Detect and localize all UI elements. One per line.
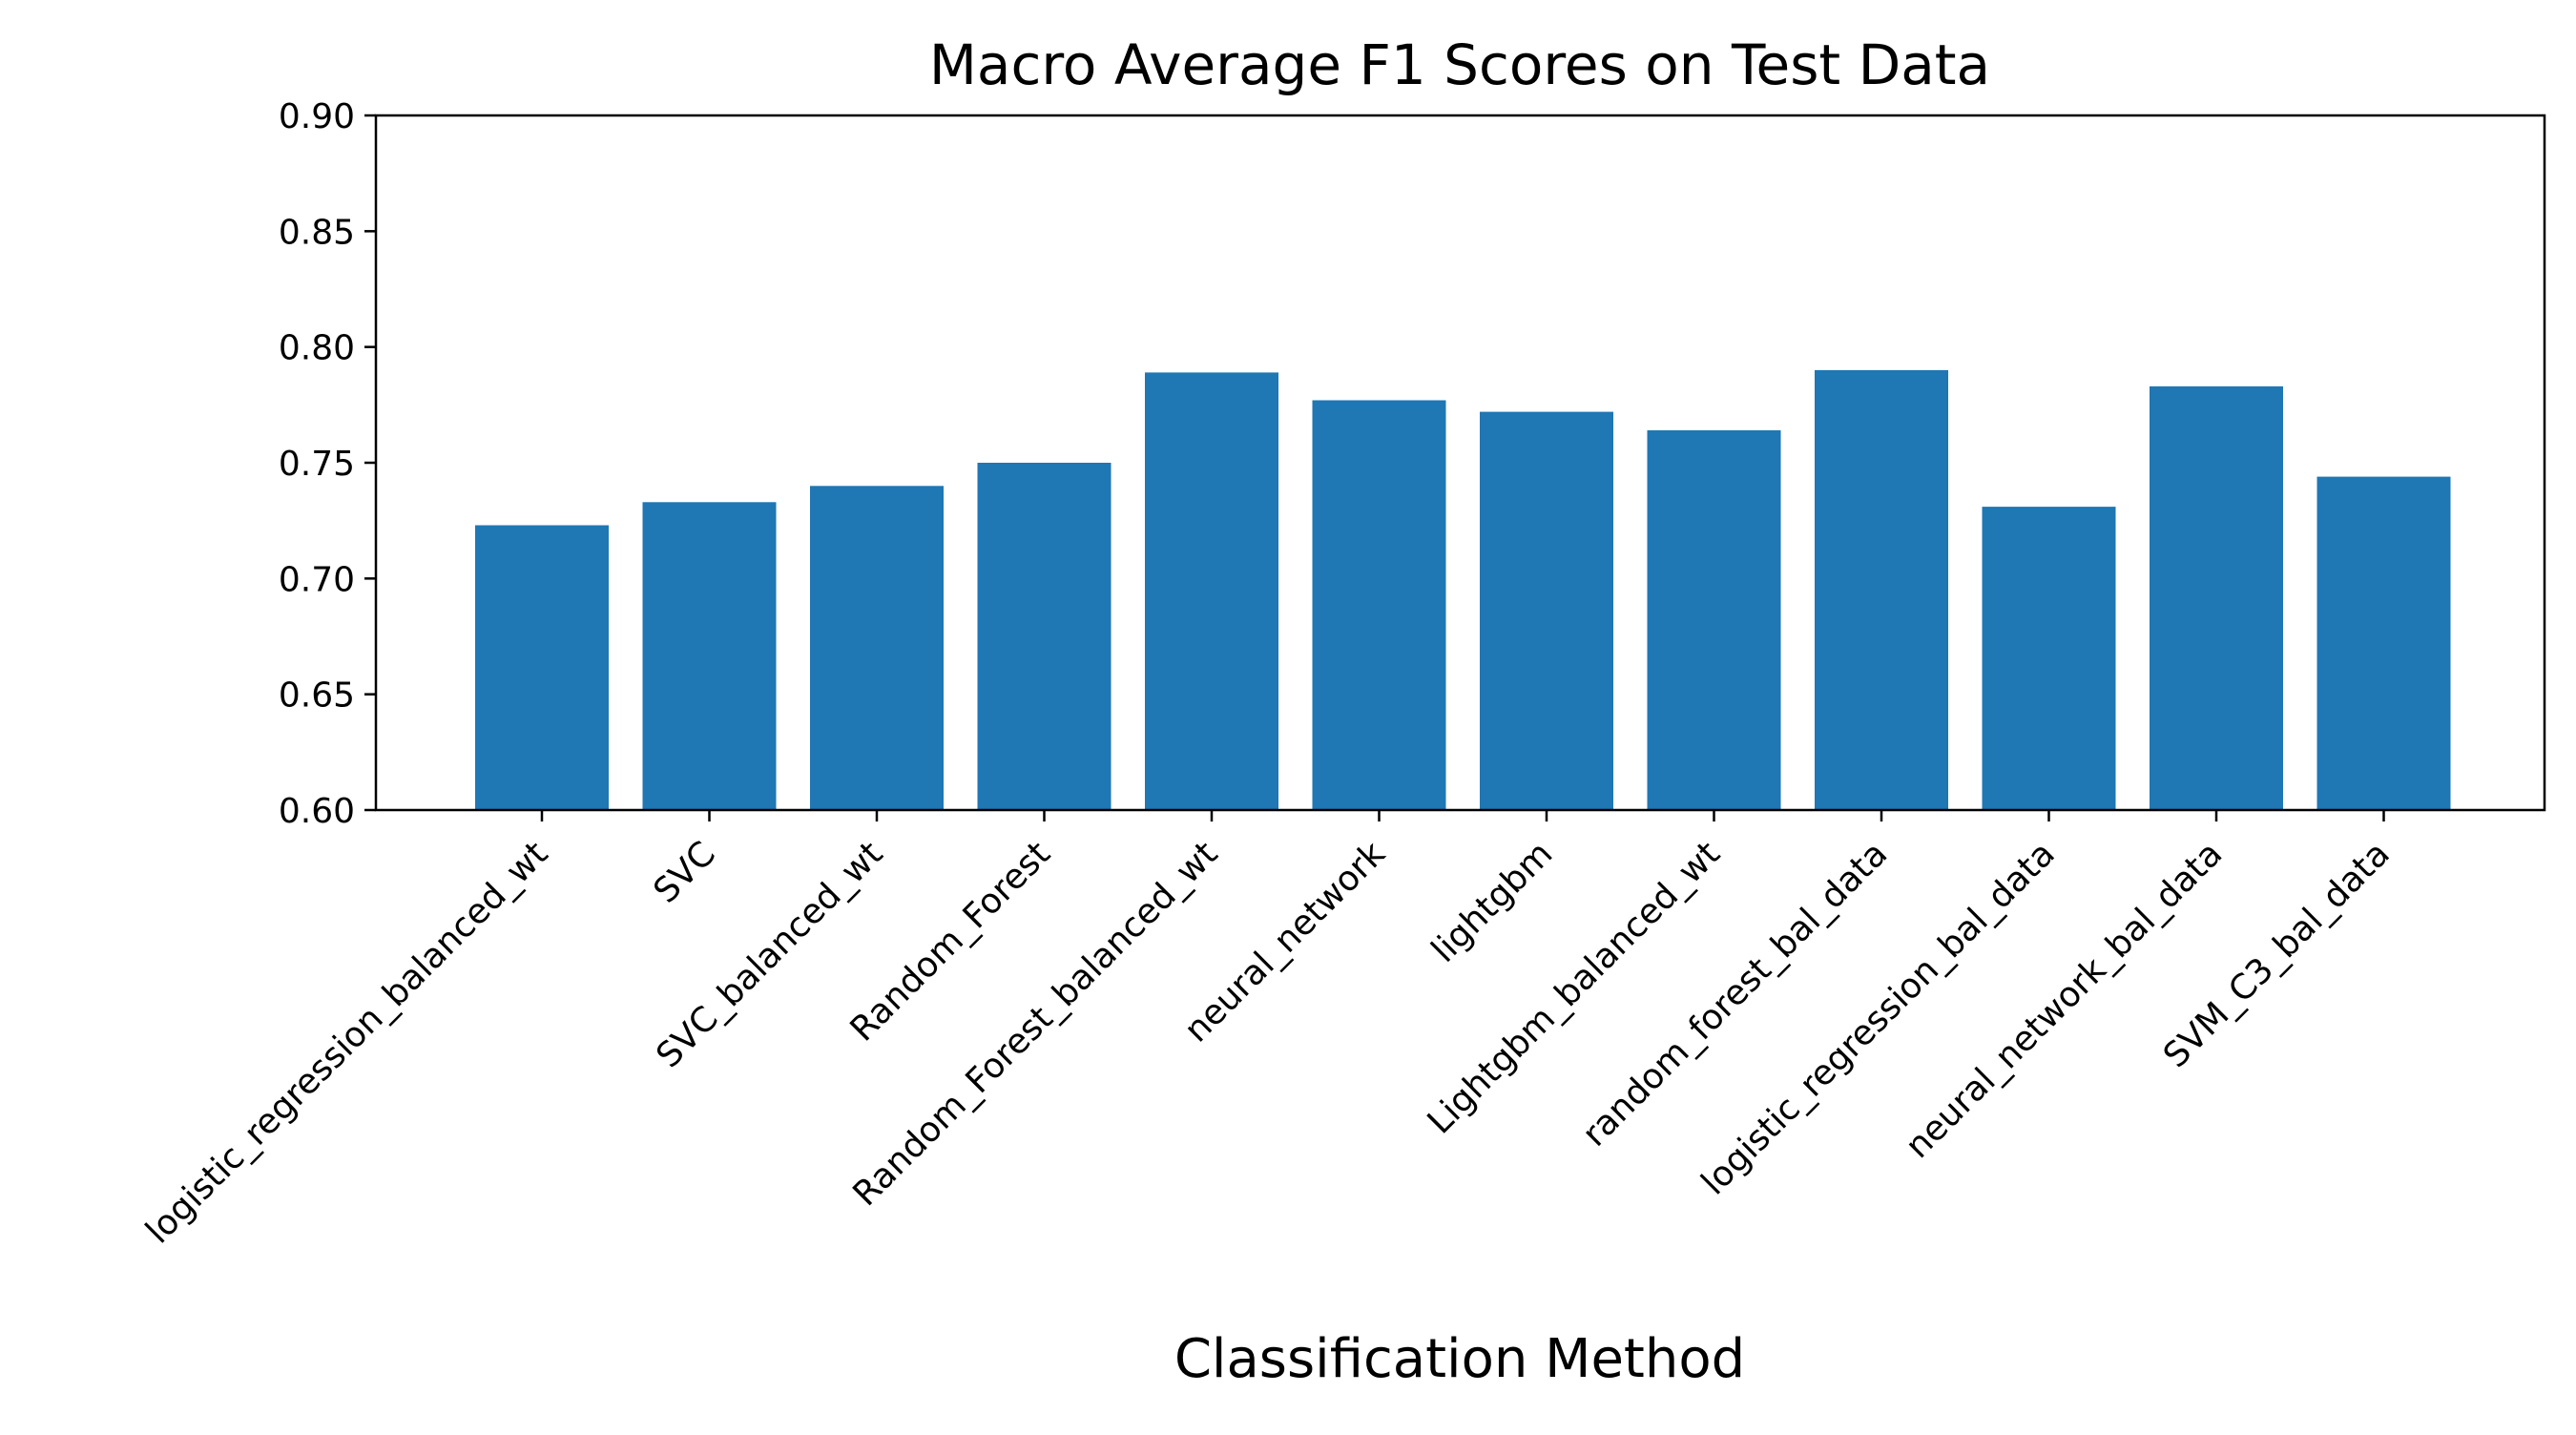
chart-title: Macro Average F1 Scores on Test Data	[929, 32, 1990, 97]
y-tick-label-3: 0.75	[279, 445, 355, 484]
bar-2	[810, 486, 944, 810]
bar-5	[1312, 400, 1446, 810]
y-tick-label-5: 0.85	[279, 213, 355, 252]
bar-10	[2150, 385, 2283, 810]
x-axis-label: Classification Method	[1174, 1328, 1745, 1390]
bar-0	[475, 525, 609, 810]
y-tick-label-6: 0.90	[279, 97, 355, 136]
bar-11	[2316, 476, 2451, 810]
bar-4	[1145, 372, 1278, 810]
y-tick-label-0: 0.60	[279, 792, 355, 831]
y-axis: 0.60 0.65 0.70 0.75 0.80 0.85 0.90	[279, 97, 376, 831]
bar-8	[1815, 369, 1948, 810]
bars-layer	[475, 369, 2451, 810]
y-tick-label-2: 0.70	[279, 560, 355, 599]
y-tick-label-4: 0.80	[279, 329, 355, 368]
bar-6	[1480, 411, 1613, 810]
bar-9	[1982, 507, 2116, 810]
plot-frame	[374, 114, 2546, 812]
bar-1	[642, 502, 777, 810]
bar-3	[977, 463, 1111, 810]
y-tick-label-1: 0.65	[279, 676, 355, 716]
bar-7	[1647, 430, 1781, 810]
